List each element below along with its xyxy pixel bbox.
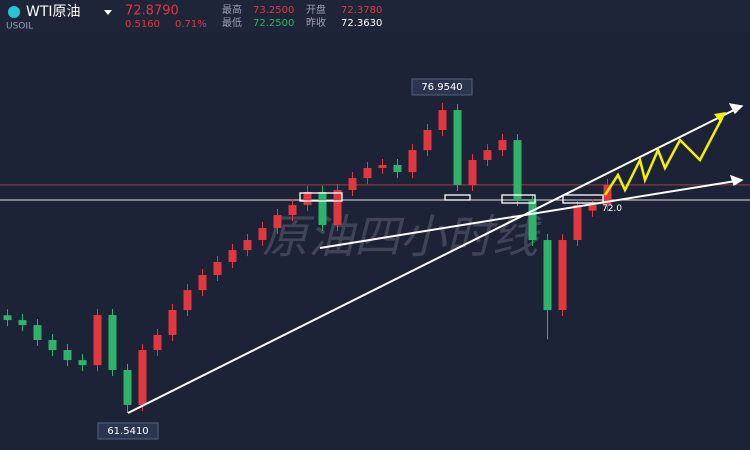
- symbol[interactable]: WTI原油: [26, 4, 81, 20]
- candle-body: [573, 205, 582, 241]
- candle-body: [213, 261, 222, 276]
- label: 昨收: [306, 16, 326, 29]
- candle-body: [588, 205, 597, 211]
- candle-body: [363, 168, 372, 179]
- value: 72.3630: [341, 18, 382, 29]
- candle-body: [258, 227, 267, 241]
- code: USOIL: [6, 22, 33, 32]
- candle-body: [168, 310, 177, 335]
- label: 最低: [222, 16, 242, 29]
- box: [501, 194, 536, 204]
- box: [562, 194, 604, 204]
- label: 最高: [222, 3, 242, 16]
- candle-body: [423, 130, 432, 151]
- price-tag-box: [97, 422, 159, 440]
- candle-body: [78, 360, 87, 366]
- candle-body: [228, 250, 237, 262]
- candle-body: [108, 315, 117, 370]
- candle-body: [93, 315, 102, 366]
- change: 0.5160: [125, 19, 160, 30]
- candle-body: [468, 159, 477, 185]
- candle-body: [243, 240, 252, 251]
- candle-body: [273, 215, 282, 228]
- last-price: 72.8790: [125, 4, 179, 19]
- label: 开盘: [306, 3, 326, 16]
- candle-body: [63, 350, 72, 361]
- candle-body: [198, 275, 207, 291]
- candle-body: [528, 200, 537, 241]
- candle-body: [318, 191, 327, 225]
- value: 72.3780: [341, 5, 382, 16]
- candle-body: [513, 140, 522, 201]
- arrowhead: [714, 112, 726, 123]
- candle-body: [18, 320, 27, 326]
- dropdown[interactable]: [104, 10, 112, 15]
- price-tag: 76.9540: [421, 82, 462, 93]
- trend-line: [319, 179, 743, 249]
- box: [444, 194, 471, 201]
- candle-body: [393, 165, 402, 173]
- header-bar: [0, 0, 750, 32]
- candle-body: [558, 240, 567, 311]
- price-tag-box: [411, 78, 473, 96]
- candle-body: [543, 240, 552, 311]
- watermark: 原油四小时线: [262, 210, 542, 264]
- candle-body: [48, 339, 57, 351]
- candle-body: [483, 150, 492, 160]
- candle-body: [498, 140, 507, 151]
- candle-body: [438, 110, 447, 131]
- candle-body: [3, 315, 12, 321]
- price-tag: 72.0: [602, 204, 622, 214]
- trend-line: [127, 105, 743, 414]
- forecast-arrow: [603, 117, 724, 196]
- candle-body: [333, 189, 342, 225]
- price-tag: 61.5410: [107, 426, 148, 437]
- value: 72.2500: [253, 18, 294, 29]
- candle-body: [453, 110, 462, 185]
- candle-body: [138, 350, 147, 405]
- arrowheads: [728, 103, 744, 186]
- candle-body: [123, 369, 132, 405]
- candle-body: [603, 184, 612, 206]
- box: [299, 192, 343, 202]
- symbol-icon: [8, 6, 20, 18]
- candle-body: [33, 325, 42, 340]
- chart: 76.9540 61.5410 72.0: [0, 78, 750, 440]
- candle-body: [348, 178, 357, 190]
- candle-body: [153, 334, 162, 351]
- candle-body: [378, 165, 387, 169]
- candle-body: [288, 205, 297, 216]
- change-pct: 0.71%: [175, 19, 207, 30]
- candle-body: [183, 290, 192, 311]
- drawings: [127, 103, 744, 414]
- candle-body: [408, 150, 417, 173]
- candle-body: [303, 191, 312, 206]
- value: 73.2500: [253, 5, 294, 16]
